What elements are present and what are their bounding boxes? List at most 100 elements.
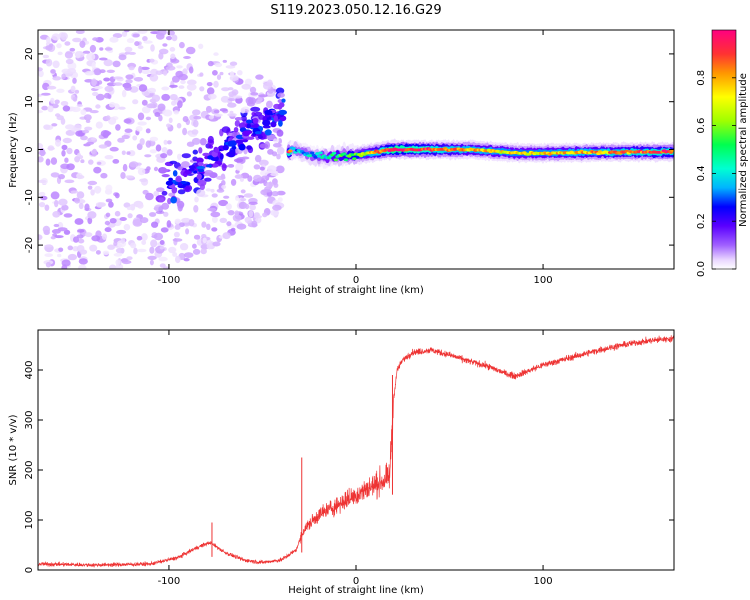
spectrogram-cell [184, 185, 191, 191]
spectrogram-cell [65, 124, 75, 130]
spectrogram-marks [38, 30, 674, 269]
spectrogram-cell [105, 184, 113, 192]
spectrogram-cell [273, 182, 279, 188]
spectrogram-cell [40, 195, 48, 201]
spectrogram-cell [50, 97, 55, 104]
spectrogram-cell [124, 85, 132, 91]
spectrogram-cell [177, 100, 183, 109]
spectrogram-cell [193, 170, 198, 174]
spectrogram-cell [99, 47, 104, 51]
spectrogram-cell [160, 153, 168, 159]
spectrogram-ridge-cell [343, 158, 349, 162]
spectrogram-cell [50, 236, 56, 240]
spectrogram-cell [172, 252, 178, 257]
spectrogram-cell [92, 91, 99, 97]
spectrogram-cell [145, 128, 151, 134]
spectrogram-cell [125, 79, 133, 84]
spectrogram-cell [45, 158, 51, 166]
spectrogram-cell [56, 88, 65, 94]
spectrogram-cell [252, 117, 259, 124]
spectrogram-cell [225, 65, 236, 69]
spectrogram-cell [82, 50, 91, 54]
spectrogram-cell [94, 185, 102, 194]
spectrogram-cell [259, 159, 269, 166]
spectrogram-cell [196, 166, 206, 170]
spectrogram-cell [177, 203, 183, 212]
spectrogram-x-tick-label: 0 [353, 275, 359, 286]
spectrogram-cell [91, 148, 98, 157]
spectrogram-cell [69, 47, 76, 52]
spectrogram-cell [213, 156, 219, 162]
spectrogram-cell [162, 43, 168, 47]
spectrogram-cell [211, 227, 218, 232]
spectrogram-cell [186, 91, 192, 97]
spectrogram-cell [233, 127, 239, 133]
spectrogram-cell [101, 233, 108, 240]
spectrogram-cell [74, 89, 80, 94]
spectrogram-cell [258, 94, 268, 98]
spectrogram-cell [226, 221, 232, 227]
spectrogram-cell [56, 43, 62, 49]
spectrogram-cell [72, 77, 77, 84]
spectrogram-cell [153, 232, 164, 241]
spectrogram-cell [254, 154, 262, 163]
spectrogram-cell [76, 104, 83, 108]
spectrogram-cell [266, 134, 276, 141]
spectrogram-cell [241, 83, 251, 90]
spectrogram-cell [126, 151, 131, 155]
spectrogram-cell [213, 52, 219, 56]
spectrogram-cell [227, 102, 237, 108]
spectrogram-cell [115, 259, 121, 266]
spectrogram-cell [151, 94, 161, 103]
spectrogram-cell [75, 51, 81, 59]
spectrogram-cell [213, 109, 220, 114]
spectrogram-cell [193, 115, 202, 120]
spectrogram-cell [138, 84, 148, 92]
spectrogram-cell [206, 223, 211, 230]
spectrogram-cell [240, 115, 247, 122]
spectrogram-cell [140, 217, 149, 224]
spectrogram-cell [70, 190, 79, 194]
spectrogram-cell [161, 86, 170, 91]
spectrogram-cell [246, 136, 255, 140]
spectrogram-ridge-cell [342, 152, 347, 156]
spectrogram-cell [46, 36, 51, 44]
colorbar-label: Normalized spectral amplitude [738, 73, 749, 227]
spectrogram-cell [188, 219, 195, 227]
spectrogram-cell [262, 212, 268, 218]
spectrogram-cell [132, 33, 140, 38]
spectrogram-cell [208, 144, 214, 149]
spectrogram-cell [267, 165, 277, 173]
spectrogram-cell [136, 235, 143, 241]
spectrogram-cell [141, 233, 148, 241]
spectrogram-cell [219, 71, 224, 76]
spectrogram-cell [50, 157, 58, 165]
spectrogram-cell [240, 107, 246, 114]
spectrogram-ridge-cell [288, 149, 293, 153]
spectrogram-cell [128, 66, 135, 71]
spectrogram-cell [222, 232, 231, 240]
spectrogram-cell [166, 36, 173, 41]
spectrogram-cell [166, 140, 172, 145]
spectrogram-cell [206, 87, 215, 95]
spectrogram-cell [207, 155, 214, 160]
spectrogram-cell [214, 113, 223, 117]
spectrogram-cell [62, 105, 71, 112]
spectrogram-cell [44, 204, 50, 211]
spectrogram-cell [78, 264, 87, 269]
spectrogram-cell [52, 76, 62, 81]
spectrogram-cell [153, 204, 164, 212]
spectrogram-cell [149, 149, 157, 154]
spectrogram-cell [176, 65, 183, 69]
spectrogram-cell [170, 53, 176, 60]
spectrogram-cell [149, 74, 159, 82]
spectrogram-cell [240, 198, 247, 202]
spectrogram-cell [237, 70, 243, 76]
spectrogram-cell [99, 69, 106, 74]
spectrogram-cell [185, 46, 196, 55]
snr-y-tick-label: 200 [24, 460, 35, 479]
spectrogram-cell [104, 155, 114, 160]
spectrogram-cell [216, 188, 225, 193]
spectrogram-cell [97, 161, 102, 165]
